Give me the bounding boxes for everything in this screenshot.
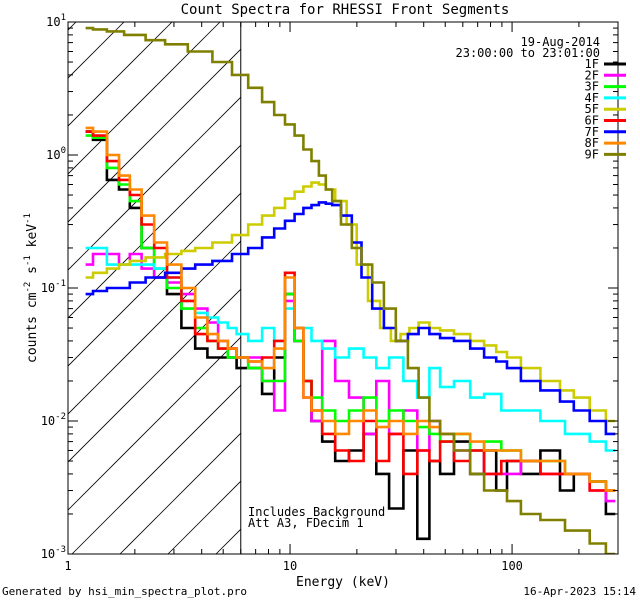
legend-label: 5F bbox=[585, 102, 599, 116]
hatch-line bbox=[68, 192, 241, 367]
series-1F-line bbox=[85, 130, 616, 541]
hatch-line bbox=[68, 22, 173, 127]
axis-ticks bbox=[67, 21, 619, 555]
footer-timestamp: 16-Apr-2023 15:14 bbox=[523, 585, 636, 598]
hatch-line bbox=[68, 96, 241, 271]
x-tick-label: 10 bbox=[283, 559, 297, 573]
y-tick-label: 10-1 bbox=[41, 279, 66, 295]
x-tick-label: 100 bbox=[501, 559, 523, 573]
y-tick-labels: 10-3 10-2 10-1 100 101 bbox=[41, 13, 66, 561]
chart-title: Count Spectra for RHESSI Front Segments bbox=[181, 2, 510, 18]
series-6F-line bbox=[85, 130, 616, 492]
hatch-line bbox=[68, 22, 221, 175]
hatch-line bbox=[68, 48, 241, 223]
y-tick-label: 100 bbox=[46, 146, 66, 162]
x-tick-label: 1 bbox=[64, 559, 71, 573]
series-3F-line bbox=[85, 134, 616, 492]
y-tick-label: 10-2 bbox=[41, 412, 66, 428]
legend-label: 1F bbox=[585, 57, 599, 71]
hatch-line bbox=[600, 22, 640, 554]
series-8F-line bbox=[85, 126, 616, 492]
footer-generated-by: Generated by hsi_min_spectra_plot.pro bbox=[2, 585, 247, 598]
legend-label: 4F bbox=[585, 91, 599, 105]
legend-label: 3F bbox=[585, 80, 599, 94]
date-label: 19-Aug-2014 bbox=[521, 35, 600, 49]
hatch-line bbox=[68, 144, 241, 319]
note-attenuator: Att A3, FDecim 1 bbox=[248, 516, 364, 530]
time-range-label: 23:00:00 to 23:01:00 bbox=[456, 46, 601, 60]
hatch-line bbox=[71, 384, 241, 554]
series-5F-line bbox=[85, 181, 616, 423]
legend-label: 7F bbox=[585, 125, 599, 139]
y-tick-label: 10-3 bbox=[41, 545, 66, 561]
y-axis-label: counts cm-2 s-1 keV-1 bbox=[23, 213, 40, 363]
x-axis-label: Energy (keV) bbox=[296, 575, 390, 590]
series-9F-line bbox=[85, 26, 616, 554]
series-7F-line bbox=[85, 201, 616, 436]
note-background: Includes Background bbox=[248, 505, 385, 519]
hatch-line bbox=[68, 336, 241, 511]
legend-label: 8F bbox=[585, 136, 599, 150]
legend-label: 9F bbox=[585, 147, 599, 161]
legend-label: 6F bbox=[585, 114, 599, 128]
series-lines bbox=[85, 26, 616, 554]
series-2F-line bbox=[85, 252, 616, 503]
legend-label: 2F bbox=[585, 68, 599, 82]
hatch-line bbox=[119, 432, 241, 554]
y-tick-label: 101 bbox=[46, 13, 66, 29]
x-tick-labels: 1 10 100 bbox=[64, 559, 523, 573]
